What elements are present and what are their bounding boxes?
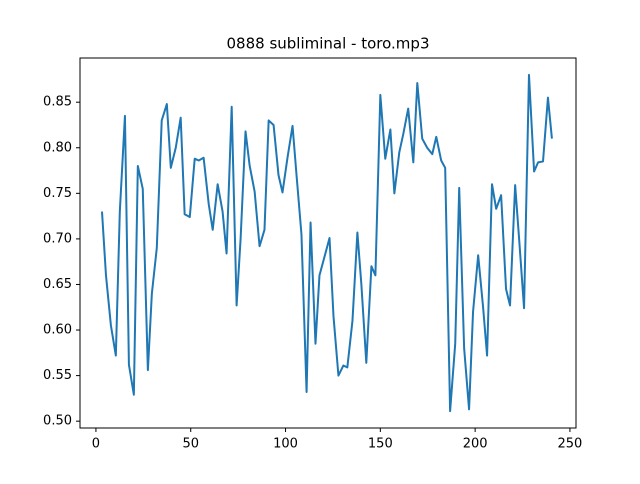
y-tick-label: 0.50: [43, 414, 72, 429]
y-tick-label: 0.70: [43, 231, 72, 246]
data-line: [100, 73, 553, 413]
y-tick-label: 0.55: [43, 368, 72, 383]
y-tick-label: 0.80: [43, 140, 72, 155]
x-tick-label: 0: [92, 437, 100, 452]
y-tick-label: 0.75: [43, 186, 72, 201]
x-tick-label: 150: [368, 437, 393, 452]
x-tick-label: 250: [558, 437, 583, 452]
x-tick-label: 100: [273, 437, 298, 452]
y-tick-label: 0.60: [43, 323, 72, 338]
axes-frame: [79, 57, 577, 429]
x-tick-label: 50: [182, 437, 199, 452]
chart-title: 0888 subliminal - toro.mp3: [227, 35, 430, 53]
x-tick-label: 200: [463, 437, 488, 452]
y-tick-label: 0.85: [43, 95, 72, 110]
y-tick-label: 0.65: [43, 277, 72, 292]
